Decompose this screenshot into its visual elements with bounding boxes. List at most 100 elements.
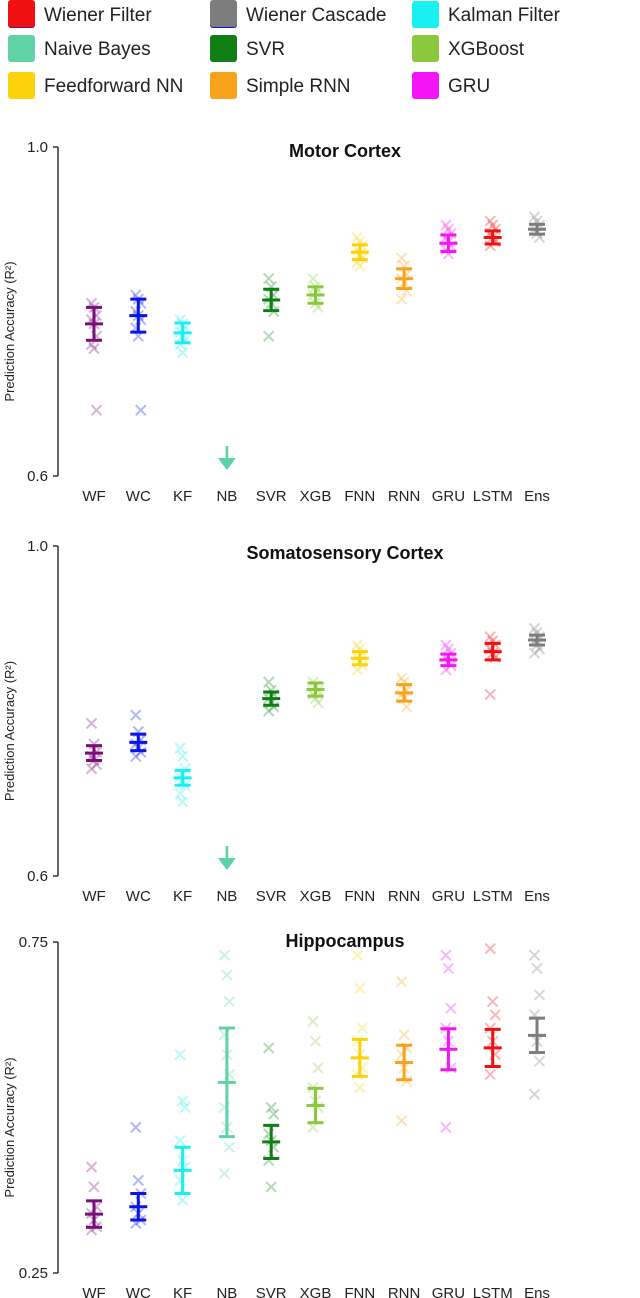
data-point <box>307 1015 319 1028</box>
data-point-stroke <box>528 211 541 223</box>
category-wf: WF <box>82 1161 106 1298</box>
data-point-stroke <box>442 223 455 235</box>
data-point-stroke <box>351 949 364 961</box>
data-point-stroke <box>265 684 277 697</box>
data-point-stroke <box>528 622 541 635</box>
data-point-stroke <box>262 272 275 285</box>
data-point-stroke <box>221 969 233 981</box>
data-point-stroke <box>484 942 496 955</box>
data-point-stroke <box>85 717 98 730</box>
data-point <box>484 942 496 955</box>
data-point-stroke <box>351 231 364 244</box>
category-ens: Ens <box>524 949 550 1298</box>
legend-label: SVR <box>246 39 285 60</box>
x-tick-label: GRU <box>432 1285 465 1298</box>
data-point-stroke <box>531 962 543 975</box>
legend-label: Feedforward NN <box>44 76 183 97</box>
data-point-stroke <box>174 338 186 351</box>
error-bar <box>217 1026 236 1139</box>
data-point <box>528 622 541 635</box>
error-bar <box>85 1199 103 1229</box>
data-point-stroke <box>486 219 499 231</box>
data-point <box>85 1161 98 1173</box>
data-point <box>262 330 275 342</box>
data-point-stroke <box>176 346 189 359</box>
offscale-arrow <box>217 846 236 870</box>
data-point-stroke <box>351 664 364 676</box>
data-point-stroke <box>354 260 366 272</box>
category-xgb: XGB <box>300 1015 331 1298</box>
data-point-stroke <box>88 1181 100 1193</box>
data-point-stroke <box>440 949 452 961</box>
data-point-stroke <box>440 949 452 961</box>
data-point-stroke <box>307 1015 319 1028</box>
data-point-stroke <box>135 746 147 758</box>
data-point-stroke <box>262 1042 275 1054</box>
data-point <box>398 1028 410 1041</box>
data-point <box>312 697 324 709</box>
data-point-stroke <box>395 976 408 988</box>
data-point <box>174 787 186 800</box>
data-point <box>265 1101 277 1114</box>
data-point-stroke <box>179 763 191 775</box>
data-point-stroke <box>309 1035 322 1048</box>
category-lstm: LSTM <box>473 942 513 1298</box>
legend: Wiener Filter Wiener Cascade Kalman Filter… <box>8 0 561 99</box>
data-point-stroke <box>528 647 541 659</box>
data-point-stroke <box>486 995 499 1008</box>
data-point-stroke <box>174 742 186 754</box>
error-bar <box>85 744 103 762</box>
x-tick-label: SVR <box>256 1285 287 1298</box>
data-point-stroke <box>265 1181 277 1193</box>
error-bar <box>129 732 148 753</box>
data-point <box>351 664 364 676</box>
panel-title: Hippocampus <box>285 931 404 951</box>
legend-swatch <box>412 72 439 99</box>
data-point-stroke <box>176 750 189 763</box>
x-tick-label: XGB <box>300 488 332 505</box>
data-point-stroke <box>262 1042 275 1054</box>
data-point-stroke <box>528 949 541 961</box>
data-point-stroke <box>354 1081 366 1094</box>
data-point-stroke <box>88 1181 100 1193</box>
data-point <box>174 1048 186 1061</box>
legend-label: Wiener Cascade <box>246 5 386 26</box>
data-point-stroke <box>442 643 455 655</box>
error-bar <box>262 690 281 707</box>
data-point-stroke <box>395 1115 408 1127</box>
data-point <box>533 989 546 1001</box>
x-tick-label: SVR <box>256 488 287 505</box>
data-point-stroke <box>351 231 364 244</box>
x-tick-label: NB <box>216 488 237 505</box>
legend-swatch <box>412 35 439 62</box>
data-point-stroke <box>85 1161 98 1173</box>
data-point <box>312 1062 324 1074</box>
error-bar <box>306 681 325 698</box>
data-point-stroke <box>174 742 186 754</box>
data-point-stroke <box>395 293 408 305</box>
data-point-stroke <box>176 1095 189 1107</box>
data-point-stroke <box>130 1121 142 1134</box>
y-tick-label-bottom: 0.25 <box>19 1265 48 1282</box>
data-point-stroke <box>440 1121 452 1134</box>
y-axis-label: Prediction Accuracy (R²) <box>2 1057 17 1197</box>
data-point <box>533 1055 546 1067</box>
data-point-stroke <box>395 672 408 684</box>
legend-entry-naive-bayes: Naive Bayes <box>8 35 151 62</box>
data-point-stroke <box>395 252 408 264</box>
data-point <box>130 709 142 721</box>
data-point <box>309 1035 322 1048</box>
data-point-stroke <box>88 738 100 750</box>
data-point <box>531 962 543 975</box>
error-bar <box>306 1086 325 1125</box>
legend-label: Ensemble <box>246 0 331 5</box>
data-point <box>307 272 319 285</box>
data-point-stroke <box>395 672 408 684</box>
data-point-stroke <box>445 227 457 240</box>
data-point-stroke <box>223 1141 236 1153</box>
data-point-stroke <box>356 1022 369 1034</box>
data-point <box>440 639 452 651</box>
category-gru: GRU <box>432 949 465 1298</box>
x-tick-label: LSTM <box>473 888 513 905</box>
